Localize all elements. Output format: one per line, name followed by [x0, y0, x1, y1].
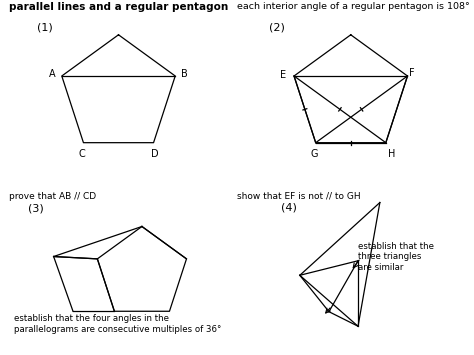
Text: C: C [78, 149, 85, 159]
Text: B: B [181, 69, 188, 79]
Text: E: E [280, 70, 286, 80]
Text: establish that the
three triangles
are similar: establish that the three triangles are s… [358, 242, 434, 272]
Text: each interior angle of a regular pentagon is 108°: each interior angle of a regular pentago… [237, 2, 470, 11]
Text: establish that the four angles in the
parallelograms are consecutive multiples o: establish that the four angles in the pa… [14, 314, 221, 334]
Text: (3): (3) [28, 203, 44, 213]
Text: (1): (1) [36, 23, 53, 33]
Text: (2): (2) [269, 23, 285, 33]
Text: D: D [152, 149, 159, 159]
Text: (4): (4) [281, 202, 297, 213]
Text: prove that AB // CD: prove that AB // CD [9, 192, 97, 201]
Text: G: G [310, 149, 318, 159]
Text: show that EF is not // to GH: show that EF is not // to GH [237, 192, 361, 201]
Text: A: A [49, 69, 56, 79]
Text: parallel lines and a regular pentagon: parallel lines and a regular pentagon [9, 2, 229, 12]
Text: F: F [409, 69, 415, 78]
Text: H: H [388, 149, 395, 159]
